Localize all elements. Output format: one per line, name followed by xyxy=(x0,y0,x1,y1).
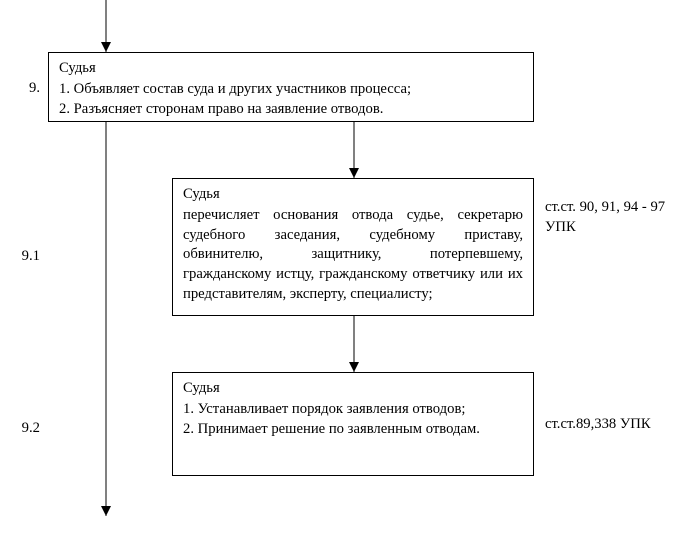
step-label-9-1: 9.1 xyxy=(10,248,40,265)
node-body: перечисляет основания отвода судье, секр… xyxy=(183,206,523,305)
flow-node-9: Судья 1. Объявляет состав суда и других … xyxy=(48,52,534,122)
node-body: 1. Устанавливает порядок заявления отвод… xyxy=(183,400,523,440)
node-body: 1. Объявляет состав суда и других участн… xyxy=(59,80,523,120)
ref-box3: ст.ст.89,338 УПК xyxy=(545,415,685,435)
node-title: Судья xyxy=(183,379,523,399)
node-title: Судья xyxy=(183,185,523,205)
node-title: Судья xyxy=(59,59,523,79)
step-label-9-2: 9.2 xyxy=(10,420,40,437)
flow-node-9-2: Судья 1. Устанавливает порядок заявления… xyxy=(172,372,534,476)
flow-node-9-1: Судья перечисляет основания отвода судье… xyxy=(172,178,534,316)
step-label-9: 9. xyxy=(10,80,40,97)
ref-box2: ст.ст. 90, 91, 94 - 97 УПК xyxy=(545,198,675,238)
